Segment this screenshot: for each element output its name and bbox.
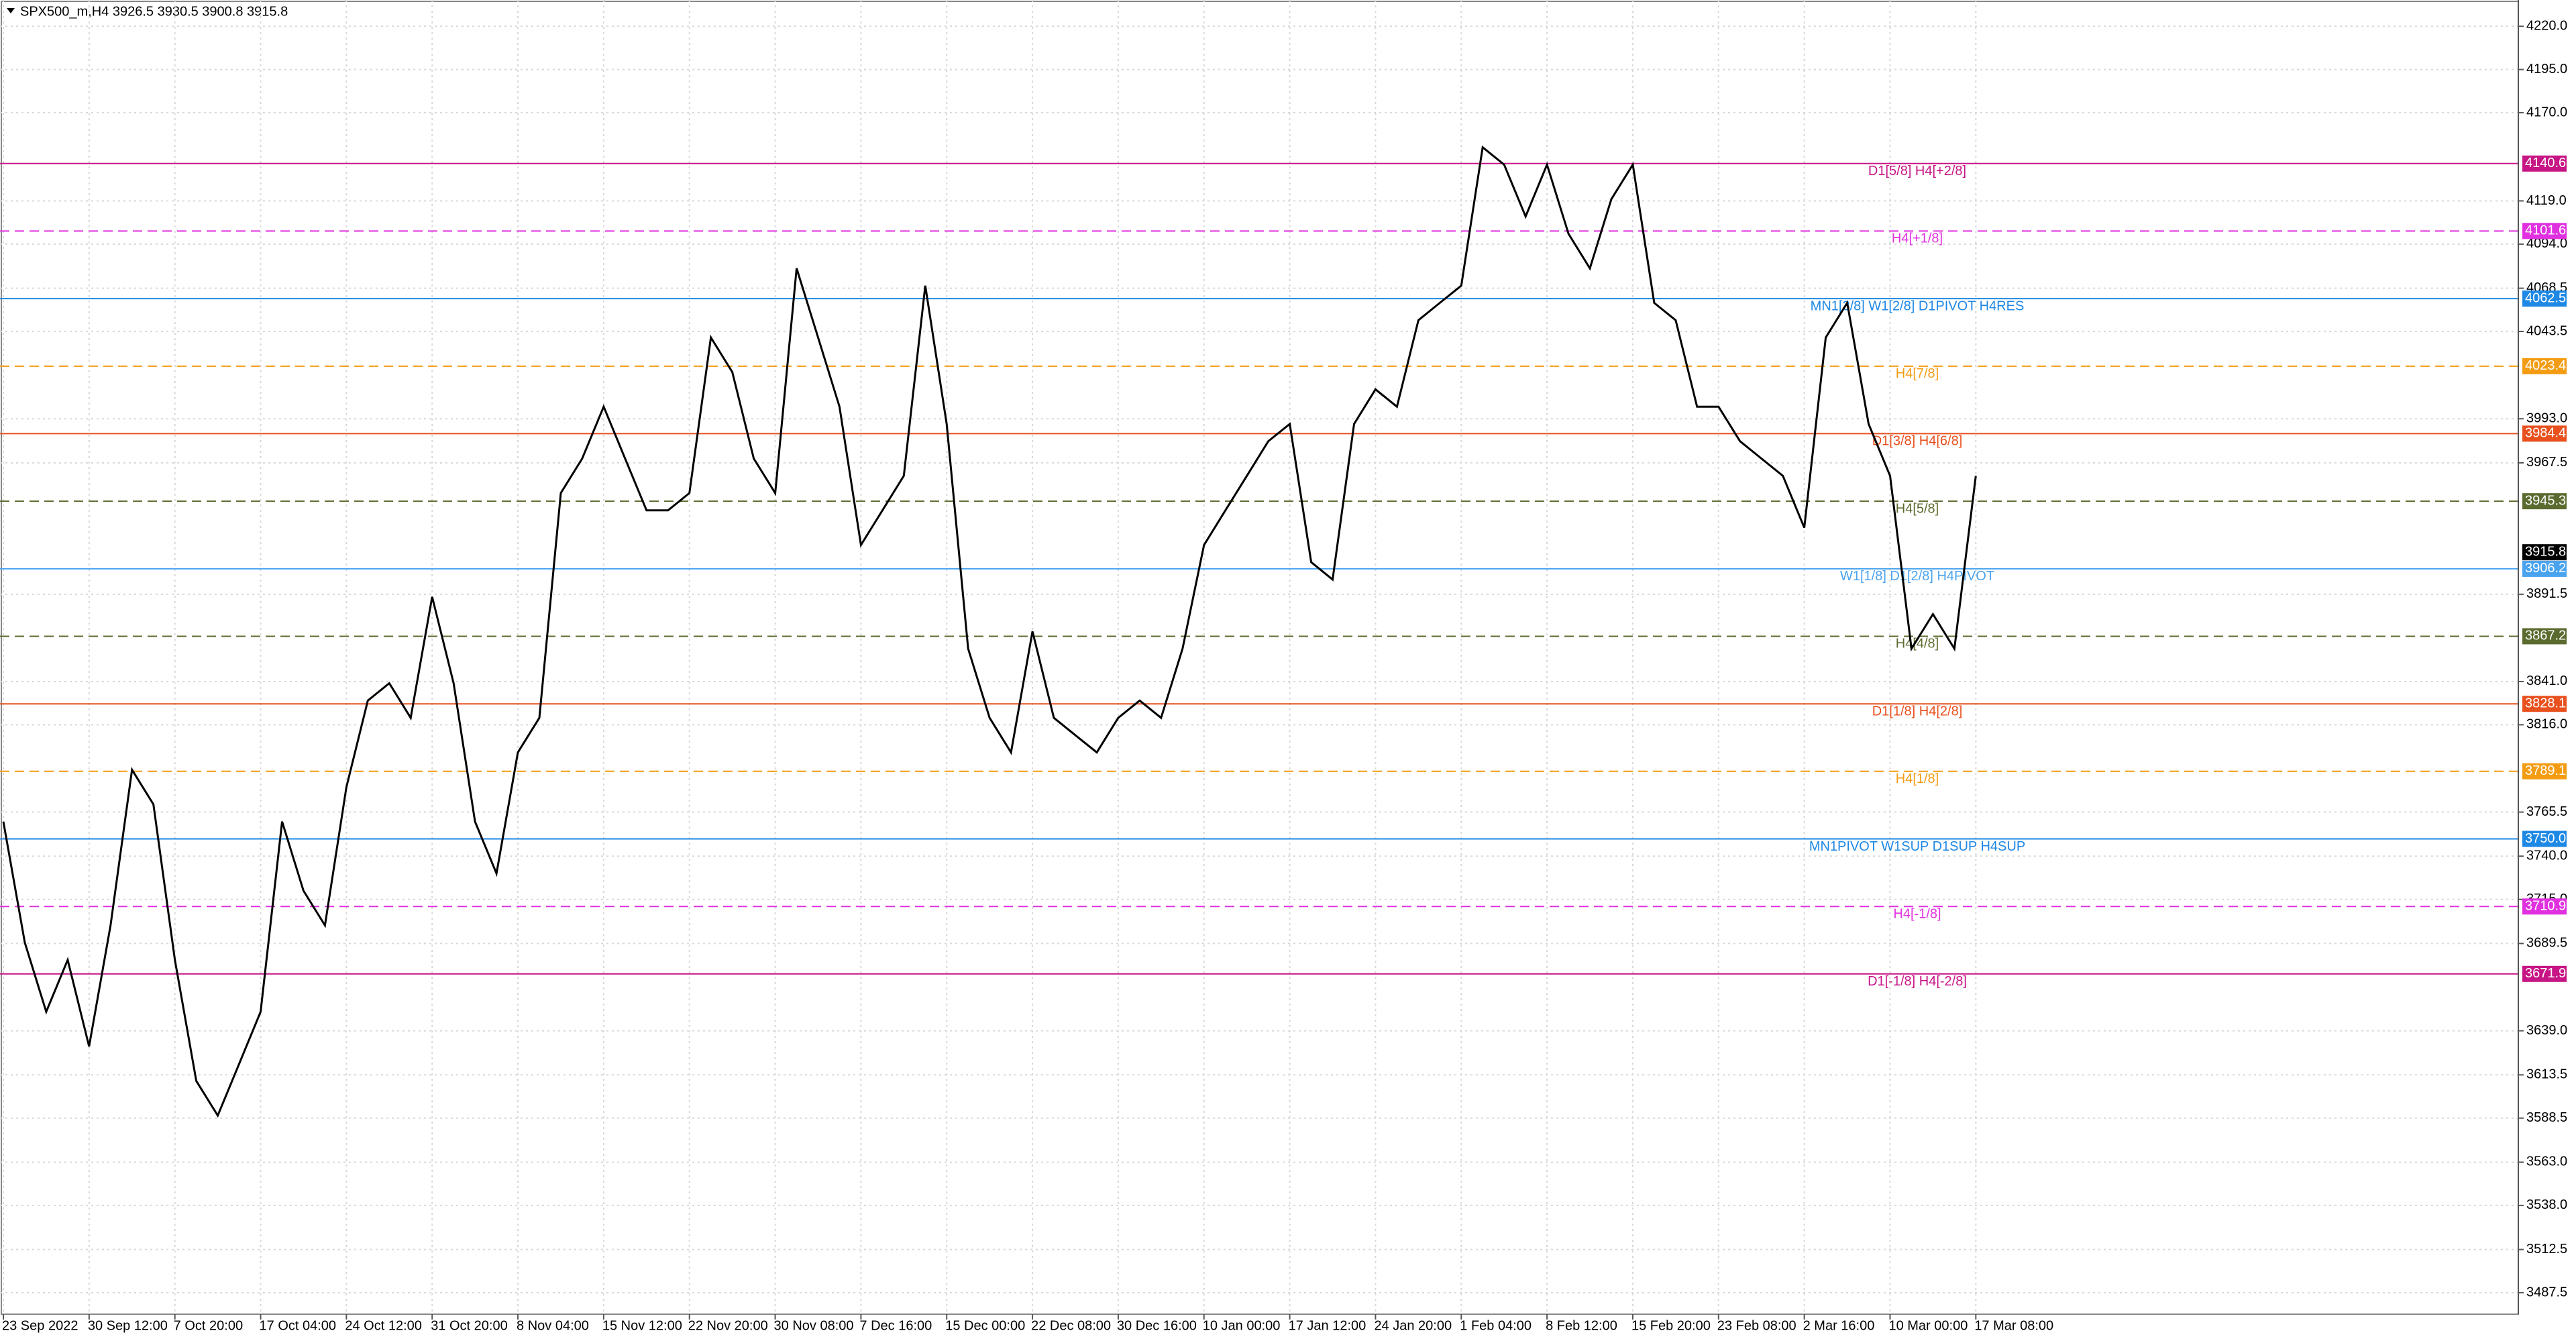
level-price-box	[2522, 425, 2567, 442]
level-price: 3984.4	[2525, 426, 2566, 441]
current-price: 3915.8	[2525, 544, 2566, 559]
level-label: D1[5/8] H4[+2/8]	[1868, 164, 1966, 178]
x-tick-label: 23 Sep 2022	[2, 1318, 78, 1333]
x-tick-label: 30 Dec 16:00	[1117, 1318, 1197, 1333]
x-tick-label: 24 Oct 12:00	[345, 1318, 422, 1333]
x-tick-label: 31 Oct 20:00	[431, 1318, 508, 1333]
level-price-box	[2522, 493, 2567, 510]
level-price: 4140.6	[2525, 156, 2566, 170]
x-tick-label: 22 Dec 08:00	[1031, 1318, 1111, 1333]
level-price-box	[2522, 358, 2567, 374]
y-tick-label: 4043.5	[2526, 323, 2567, 338]
y-tick-label: 3841.0	[2526, 674, 2567, 688]
level-price: 3867.2	[2525, 629, 2566, 643]
x-tick-label: 17 Mar 08:00	[1974, 1318, 2053, 1333]
level-price: 3671.9	[2525, 966, 2566, 981]
level-price: 3828.1	[2525, 696, 2566, 710]
x-tick-label: 30 Sep 12:00	[88, 1318, 168, 1333]
y-tick-label: 4170.0	[2526, 105, 2567, 119]
level-price-box	[2522, 965, 2567, 982]
x-tick-label: 10 Jan 00:00	[1203, 1318, 1281, 1333]
level-label: W1[1/8] D1[2/8] H4PIVOT	[1840, 569, 1994, 584]
level-price-box	[2522, 290, 2567, 307]
y-tick-label: 4220.0	[2526, 18, 2567, 33]
y-tick-label: 3639.0	[2526, 1023, 2567, 1038]
x-tick-label: 15 Nov 12:00	[602, 1318, 682, 1333]
chart-title: SPX500_m,H4 3926.5 3930.5 3900.8 3915.8	[20, 4, 288, 19]
x-tick-label: 22 Nov 20:00	[688, 1318, 768, 1333]
level-price-box	[2522, 696, 2567, 712]
level-price-box	[2522, 155, 2567, 172]
level-price: 4023.4	[2525, 358, 2566, 373]
y-tick-label: 3740.0	[2526, 849, 2567, 863]
level-price-box	[2522, 831, 2567, 847]
level-price: 3945.3	[2525, 493, 2566, 508]
y-tick-label: 3765.5	[2526, 804, 2567, 819]
menu-triangle	[7, 8, 15, 13]
y-tick-label: 3512.5	[2526, 1242, 2567, 1256]
x-tick-label: 17 Jan 12:00	[1289, 1318, 1366, 1333]
plot-frame	[1, 1, 2519, 1315]
level-price: 3750.0	[2525, 831, 2566, 846]
level-price-box	[2522, 223, 2567, 239]
x-tick-label: 30 Nov 08:00	[774, 1318, 854, 1333]
current-price-box	[2522, 544, 2567, 561]
level-price: 3906.2	[2525, 561, 2566, 576]
y-tick-label: 3588.5	[2526, 1110, 2567, 1125]
y-tick-label: 3487.5	[2526, 1285, 2567, 1299]
price-line	[2, 145, 1977, 1118]
x-tick-label: 17 Oct 04:00	[260, 1318, 337, 1333]
level-label: H4[+1/8]	[1892, 231, 1943, 246]
level-label: D1[1/8] H4[2/8]	[1872, 704, 1963, 718]
y-tick-label: 3967.5	[2526, 455, 2567, 470]
level-label: D1[-1/8] H4[-2/8]	[1868, 974, 1967, 989]
level-label: MN1[3/8] W1[2/8] D1PIVOT H4RES	[1811, 299, 2025, 313]
y-tick-label: 4195.0	[2526, 62, 2567, 76]
x-tick-label: 8 Feb 12:00	[1546, 1318, 1617, 1333]
x-tick-label: 7 Oct 20:00	[174, 1318, 243, 1333]
y-tick-label: 4094.0	[2526, 236, 2567, 251]
level-label: H4[5/8]	[1896, 501, 1939, 516]
level-price: 4062.5	[2525, 290, 2566, 305]
y-tick-label: 3891.5	[2526, 586, 2567, 601]
x-tick-label: 10 Mar 00:00	[1888, 1318, 1968, 1333]
level-price: 4101.6	[2525, 223, 2566, 238]
level-price-box	[2522, 560, 2567, 577]
level-price-box	[2522, 763, 2567, 780]
level-price: 3789.1	[2525, 763, 2566, 778]
x-tick-label: 23 Feb 08:00	[1717, 1318, 1796, 1333]
level-label: H4[7/8]	[1896, 366, 1939, 381]
x-tick-label: 24 Jan 20:00	[1374, 1318, 1452, 1333]
x-tick-label: 8 Nov 04:00	[517, 1318, 589, 1333]
x-tick-label: 1 Feb 04:00	[1460, 1318, 1532, 1333]
x-tick-label: 7 Dec 16:00	[859, 1318, 932, 1333]
y-tick-label: 3613.5	[2526, 1067, 2567, 1082]
level-label: H4[4/8]	[1896, 637, 1939, 651]
y-tick-label: 3993.0	[2526, 411, 2567, 426]
level-label: D1[3/8] H4[6/8]	[1872, 434, 1963, 449]
y-tick-label: 4119.0	[2526, 193, 2567, 208]
y-tick-label: 3563.0	[2526, 1155, 2567, 1169]
x-tick-label: 15 Dec 00:00	[945, 1318, 1025, 1333]
level-label: MN1PIVOT W1SUP D1SUP H4SUP	[1809, 839, 2025, 854]
y-tick-label: 3538.0	[2526, 1197, 2567, 1212]
y-tick-label: 3689.5	[2526, 936, 2567, 951]
x-tick-label: 15 Feb 20:00	[1631, 1318, 1711, 1333]
level-price: 3710.9	[2525, 899, 2566, 914]
x-tick-label: 2 Mar 16:00	[1803, 1318, 1875, 1333]
y-tick-label: 3816.0	[2526, 717, 2567, 732]
level-price-box	[2522, 628, 2567, 645]
level-label: H4[-1/8]	[1893, 907, 1941, 922]
level-price-box	[2522, 898, 2567, 915]
level-label: H4[1/8]	[1896, 771, 1939, 786]
